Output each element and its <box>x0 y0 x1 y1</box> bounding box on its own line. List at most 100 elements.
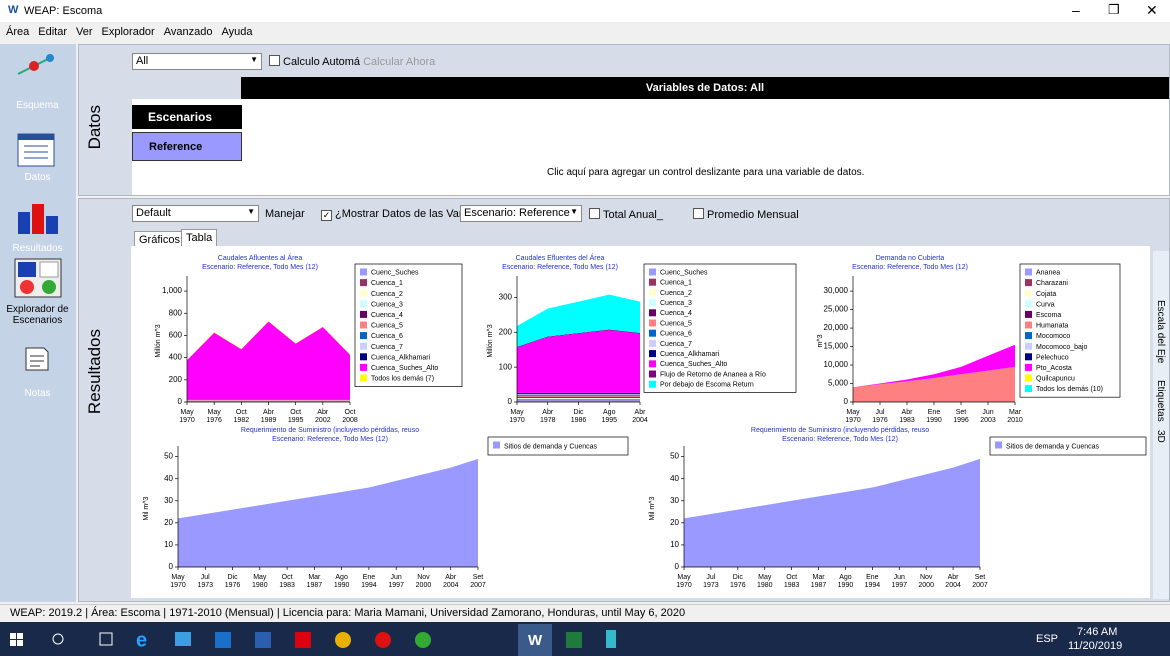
legend-label: Cuenca_5 <box>371 323 403 330</box>
explorer-icon[interactable] <box>14 258 62 298</box>
chart-subtitle: Escenario: Reference, Todo Mes (12) <box>782 436 898 443</box>
x-tick-label: 2004 <box>443 582 459 589</box>
legend-label: Sitios de demanda y Cuencas <box>1006 443 1099 450</box>
side-tab[interactable]: Etiquetas <box>1155 380 1166 422</box>
y-tick-label: 10 <box>164 540 173 549</box>
scenario-dropdown[interactable]: Escenario: Reference ▼ <box>460 205 582 222</box>
maximize-button[interactable]: ❐ <box>1108 2 1120 17</box>
x-tick-label: 1973 <box>703 582 719 589</box>
y-tick-label: 0 <box>844 397 849 406</box>
y-tick-label: 10,000 <box>824 360 849 369</box>
x-tick-label: May <box>677 574 691 581</box>
y-axis-label: m^3 <box>817 334 824 347</box>
sidebar-label[interactable]: Datos <box>24 172 51 183</box>
data-icon[interactable] <box>16 132 56 168</box>
y-tick-label: 600 <box>169 331 183 340</box>
legend-label: Pelechuco <box>1036 354 1069 361</box>
x-tick-label: 2000 <box>416 582 432 589</box>
legend-label: Cuenca_7 <box>660 341 692 348</box>
x-tick-label: Jun <box>391 574 402 581</box>
x-tick-label: 1990 <box>334 582 350 589</box>
chart-title: Requerimiento de Suministro (incluyendo … <box>751 427 929 434</box>
hint-text[interactable]: Clic aquí para agregar un control desliz… <box>547 167 865 178</box>
menu-item[interactable]: Ver <box>76 26 93 38</box>
legend-label: Cuenca_5 <box>660 320 692 327</box>
annual-total-checkbox[interactable]: Total Anual_ <box>589 208 663 221</box>
x-tick-label: 2004 <box>945 582 961 589</box>
menu-item[interactable]: Explorador <box>101 26 155 38</box>
legend-label: Todos los demás (10) <box>1036 386 1103 393</box>
legend-swatch <box>1025 385 1032 393</box>
y-tick-label: 0 <box>508 397 513 406</box>
taskbar-icons[interactable]: e <box>10 630 450 650</box>
area-series <box>517 294 640 347</box>
manage-button[interactable]: Manejar <box>265 208 305 220</box>
legend-label: Cuenca_3 <box>371 301 403 308</box>
branch-dropdown[interactable]: All ▼ <box>132 53 262 70</box>
y-axis-label: Mil m^3 <box>143 496 150 520</box>
sidebar-label[interactable]: Esquema <box>16 100 59 111</box>
menu-item[interactable]: Área <box>6 26 30 38</box>
menu-item[interactable]: Avanzado <box>163 26 213 38</box>
side-tab[interactable]: 3D <box>1155 430 1166 443</box>
legend-swatch <box>1025 310 1032 318</box>
x-tick-label: Set <box>975 574 986 581</box>
schematic-icon[interactable] <box>14 50 62 84</box>
legend-swatch <box>360 310 367 318</box>
x-tick-label: Ene <box>928 409 941 416</box>
legend-label: Cuenca_2 <box>660 290 692 297</box>
x-tick-label: May <box>846 409 860 416</box>
area-series <box>853 366 1015 402</box>
tab[interactable]: Gráficos <box>134 231 185 248</box>
y-tick-label: 20 <box>670 518 679 527</box>
x-tick-label: Abr <box>542 409 554 416</box>
chart-subtitle: Escenario: Reference, Todo Mes (12) <box>202 264 318 271</box>
sidebar-label[interactable]: Explorador de Escenarios <box>6 304 69 326</box>
app-taskbar-button[interactable] <box>606 630 616 648</box>
y-tick-label: 30 <box>164 496 173 505</box>
tab[interactable]: Tabla <box>181 229 218 246</box>
show-data-checkbox[interactable]: ✓ ¿Mostrar Datos de las Vari <box>321 208 466 221</box>
data-panel: Datos All ▼ Calculo Automá Calcular Ahora… <box>78 44 1170 196</box>
legend-swatch <box>360 300 367 308</box>
area-series <box>517 394 640 396</box>
clock-date[interactable]: 11/20/2019 <box>1068 640 1123 652</box>
legend-swatch <box>1025 289 1032 297</box>
data-variables-header: Variables de Datos: All <box>241 77 1169 99</box>
panel-label: Datos <box>85 105 104 150</box>
side-tab[interactable]: Escala del Eje <box>1155 300 1166 364</box>
x-tick-label: Jul <box>706 574 715 581</box>
menu-item[interactable]: Editar <box>38 26 67 38</box>
x-tick-label: Abr <box>317 409 329 416</box>
legend-swatch <box>649 339 656 347</box>
legend-label: Cuenca_2 <box>371 291 403 298</box>
x-tick-label: May <box>758 574 772 581</box>
x-tick-label: 1976 <box>872 417 888 424</box>
monthly-avg-checkbox[interactable]: Promedio Mensual <box>693 208 799 221</box>
legend-label: Pto_Acosta <box>1036 365 1072 372</box>
clock-time[interactable]: 7:46 AM <box>1077 626 1118 638</box>
auto-calc-checkbox[interactable]: Calculo Automá Calcular Ahora <box>269 55 435 68</box>
x-tick-label: Jul <box>201 574 210 581</box>
sidebar-label[interactable]: Notas <box>24 388 51 399</box>
weap-taskbar-button[interactable]: W <box>518 624 552 656</box>
legend-label: Sitios de demanda y Cuencas <box>504 443 597 450</box>
sidebar-label[interactable]: Resultados <box>12 243 63 254</box>
y-tick-label: 30,000 <box>824 286 849 295</box>
legend-swatch <box>1025 342 1032 350</box>
x-tick-label: Abr <box>635 409 647 416</box>
legend-swatch <box>649 329 656 337</box>
legend-label: Cuenca_6 <box>660 331 692 338</box>
results-icon[interactable] <box>14 200 62 236</box>
close-button[interactable]: ✕ <box>1146 2 1158 18</box>
y-tick-label: 50 <box>164 452 173 461</box>
excel-taskbar-button[interactable] <box>566 632 582 648</box>
notes-icon[interactable] <box>22 344 52 374</box>
legend-swatch <box>649 360 656 368</box>
menu-item[interactable]: Ayuda <box>221 26 253 38</box>
minimize-button[interactable]: – <box>1072 2 1080 18</box>
x-tick-label: Ene <box>363 574 376 581</box>
scenario-button[interactable]: Reference <box>132 132 242 161</box>
view-dropdown[interactable]: Default ▼ <box>132 205 259 222</box>
language[interactable]: ESP <box>1036 633 1059 645</box>
